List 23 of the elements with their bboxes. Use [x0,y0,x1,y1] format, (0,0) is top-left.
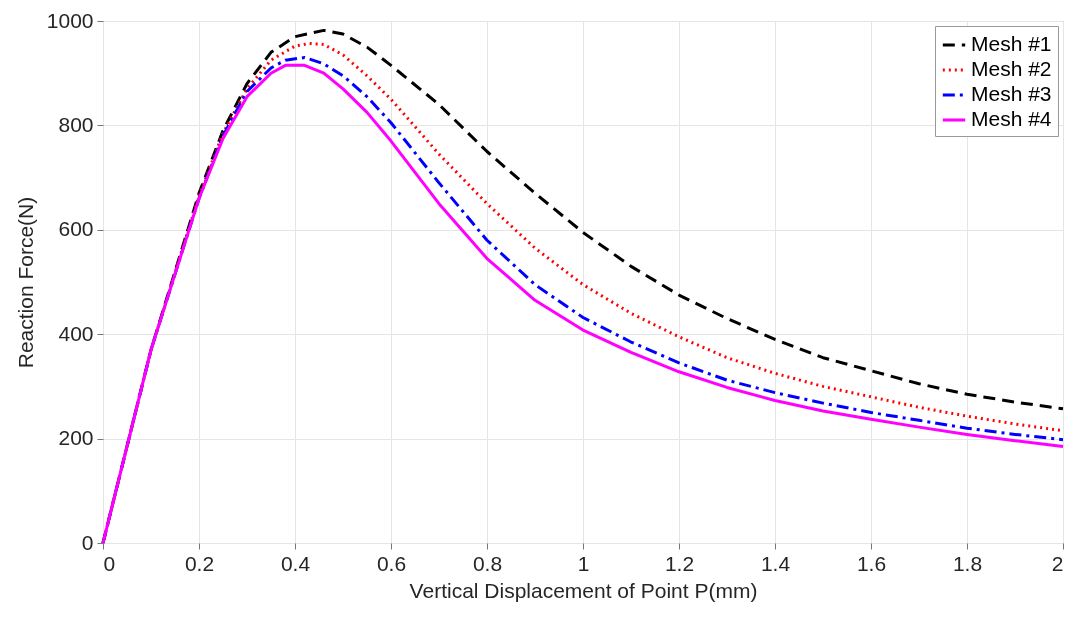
y-axis-title: Reaction Force(N) [13,196,37,369]
y-tick-label: 0 [81,530,94,554]
x-tick-label: 0.8 [472,551,503,575]
legend-label: Mesh #4 [971,107,1052,130]
x-tick-label: 1.4 [760,551,791,575]
x-tick-label: 0.6 [376,551,407,575]
x-axis-title: Vertical Displacement of Point P(mm) [409,578,758,602]
x-tick-label: 0.2 [184,551,215,575]
legend-label: Mesh #3 [971,82,1052,105]
x-tick-label: 1.2 [664,551,695,575]
y-tick-label: 600 [58,217,94,241]
x-tick-label: 1.8 [952,551,983,575]
x-tick-label: 0.4 [280,551,311,575]
legend-label: Mesh #1 [971,32,1052,55]
y-tick-label: 200 [58,426,94,450]
x-tick-label: 2 [1051,551,1064,575]
legend-label: Mesh #2 [971,57,1052,80]
x-tick-label: 1.6 [856,551,887,575]
x-tick-label: 0 [103,551,116,575]
y-tick-label: 800 [58,112,94,136]
y-tick-label: 1000 [46,8,94,32]
y-tick-label: 400 [58,321,94,345]
x-tick-label: 1 [577,551,590,575]
